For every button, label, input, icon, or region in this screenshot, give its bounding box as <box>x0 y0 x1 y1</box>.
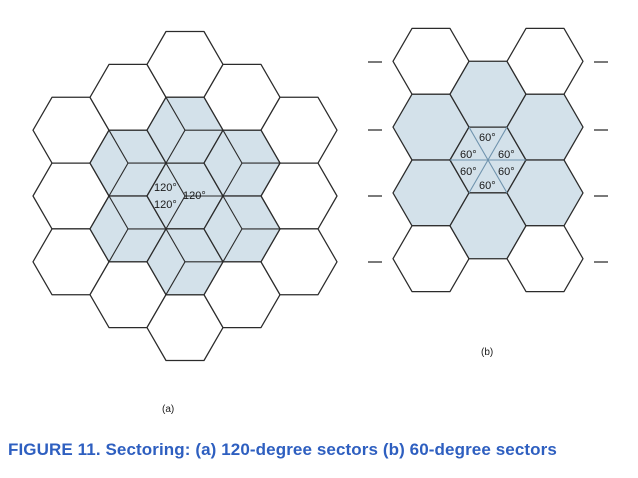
diagram-b-angle-labels: 60° 60° 60° 60° 60° 60° <box>460 132 515 192</box>
angle-label-60-upper-right: 60° <box>498 149 515 161</box>
sector-divider <box>222 129 243 164</box>
sector-divider <box>468 126 489 161</box>
angle-label-120-right: 120° <box>183 190 206 202</box>
figure-caption: FIGURE 11. Sectoring: (a) 120-degree sec… <box>8 440 557 459</box>
sector-divider <box>108 228 129 263</box>
sector-divider <box>165 228 186 263</box>
sector-divider <box>108 162 129 197</box>
diagram-b-label: (b) <box>481 347 493 358</box>
sector-divider <box>165 261 186 295</box>
angle-label-60-upper-left: 60° <box>460 149 477 161</box>
sector-divider <box>165 162 186 197</box>
sector-divider <box>222 162 243 197</box>
sector-divider <box>222 228 243 263</box>
sector-divider <box>468 159 489 194</box>
diagram-a-label: (a) <box>162 404 174 415</box>
angle-label-60-lower-right: 60° <box>498 166 515 178</box>
diagram-b-sector-lines <box>368 61 608 263</box>
sector-divider <box>108 195 129 230</box>
sector-divider <box>222 195 243 230</box>
diagram-a-sector-lines <box>108 97 280 295</box>
angle-label-120-upper-left: 120° <box>154 182 177 194</box>
angle-label-60-top: 60° <box>479 132 496 144</box>
sector-divider <box>487 159 508 194</box>
angle-label-60-bottom: 60° <box>479 180 496 192</box>
angle-label-120-lower-left: 120° <box>154 199 177 211</box>
sector-divider <box>487 126 508 161</box>
diagram-a-angle-labels: 120° 120° 120° <box>154 182 206 211</box>
sector-divider <box>165 195 186 230</box>
sector-divider <box>108 129 129 164</box>
outer-cell <box>506 225 584 293</box>
angle-label-60-lower-left: 60° <box>460 166 477 178</box>
sector-divider <box>165 129 186 164</box>
sector-divider <box>165 97 186 131</box>
diagram-b-hex-grid <box>392 27 584 293</box>
diagram-a-hex-grid <box>32 30 338 362</box>
